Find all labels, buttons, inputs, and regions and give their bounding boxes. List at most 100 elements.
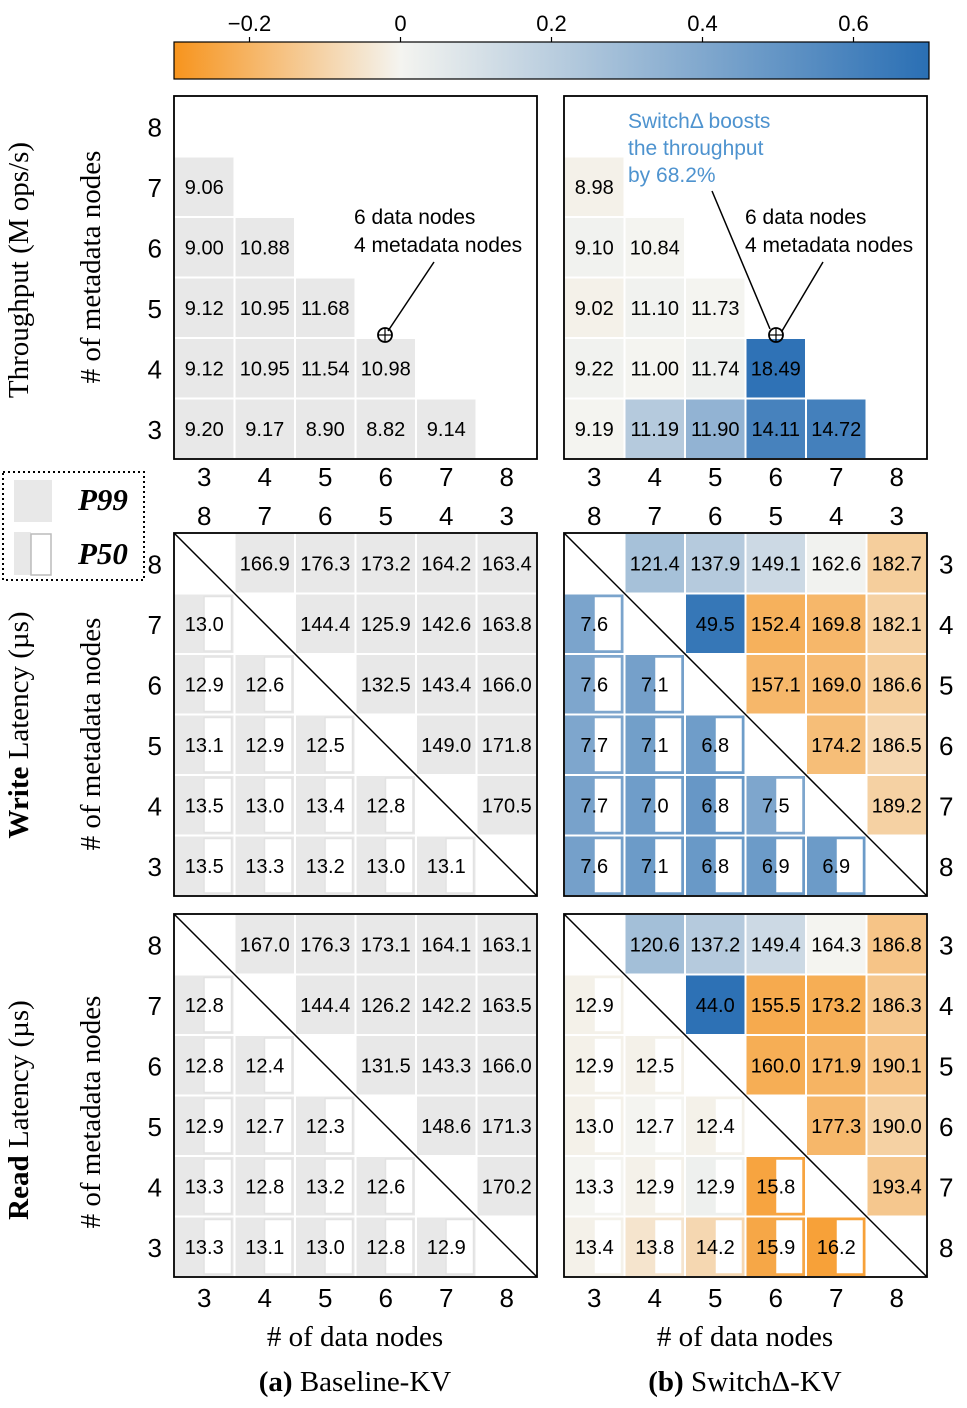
cell-value-label: 12.9 <box>575 995 614 1017</box>
p99-cell <box>867 776 926 835</box>
p99-cell <box>807 655 866 714</box>
colorbar-tick-label-3: 0.4 <box>687 11 718 36</box>
cell-value-label: 12.8 <box>366 1237 405 1259</box>
x-tick-label: 8 <box>890 462 904 492</box>
cell-value-label: 152.4 <box>751 614 801 636</box>
x-tick-label: 5 <box>318 462 332 492</box>
p99-cell <box>686 594 745 653</box>
p99-cell <box>686 534 745 593</box>
cell-value-label: 12.9 <box>185 674 224 696</box>
annotation-config-a: 6 data nodes 4 metadata nodes <box>354 206 522 343</box>
p99-cell <box>867 715 926 774</box>
p50-cell-box <box>203 777 233 834</box>
x-tick-label: 8 <box>500 1283 514 1313</box>
p50-cell-box <box>203 656 233 713</box>
y-tick-label: 5 <box>148 294 162 324</box>
y-tick-label: 7 <box>148 991 162 1021</box>
p99-cell <box>477 915 536 974</box>
y-tick-label: 6 <box>148 1051 162 1081</box>
annotation-boost-line2: the throughput <box>628 137 764 160</box>
heatmap-cell <box>746 399 805 458</box>
heatmap-cell <box>175 157 234 216</box>
write-row-title: Write Latency (µs) <box>3 611 35 838</box>
cell-value-label: 12.4 <box>245 1055 284 1077</box>
p99-cell <box>686 975 745 1034</box>
p50-cell-box <box>203 716 233 773</box>
p99-cell <box>477 1036 536 1095</box>
x-tick-label-secondary: 3 <box>500 501 514 531</box>
p99-cell <box>625 534 684 593</box>
cell-value-label: 7.6 <box>580 856 608 878</box>
y-tick-label: 8 <box>148 930 162 960</box>
p50-cell-box <box>774 1218 804 1275</box>
x-tick-label: 7 <box>439 462 453 492</box>
p99-cell <box>417 1096 476 1155</box>
cell-value-label: 142.2 <box>421 995 471 1017</box>
legend-p50-swatch-fill <box>14 532 31 575</box>
p50-cell-box <box>384 1218 414 1275</box>
cell-value-label: 176.3 <box>300 553 350 575</box>
y-axis-label-write: # of metadata nodes <box>75 618 107 851</box>
p50-cell-box <box>593 777 623 834</box>
p50-cell-box <box>714 716 744 773</box>
p50-cell-box <box>653 777 683 834</box>
read-row-title-bold: Read <box>3 1155 35 1219</box>
x-tick-label: 6 <box>769 1283 783 1313</box>
y-right-tick-label: 4 <box>939 991 953 1021</box>
cell-value-label: 7.7 <box>580 795 608 817</box>
legend-p99-swatch <box>14 480 52 522</box>
cell-value-label: 6.8 <box>701 856 729 878</box>
cell-value-label: 7.1 <box>641 674 669 696</box>
colorbar-tick-label-0: −0.2 <box>228 11 271 36</box>
p50-cell-box <box>203 1097 233 1154</box>
cell-value-label: 7.7 <box>580 735 608 757</box>
p50-cell-box <box>593 716 623 773</box>
y-tick-label: 4 <box>148 1172 162 1202</box>
heatmap-cell <box>625 218 684 277</box>
p50-cell-box <box>593 837 623 894</box>
cell-value-label: 10.95 <box>240 298 290 320</box>
cell-value-label: 160.0 <box>751 1055 801 1077</box>
x-tick-label: 3 <box>587 462 601 492</box>
y-right-tick-label: 7 <box>939 1172 953 1202</box>
p99-cell <box>356 534 415 593</box>
cell-value-label: 11.68 <box>301 298 350 320</box>
p50-cell-box <box>324 1097 354 1154</box>
p50-cell-box <box>653 837 683 894</box>
x-tick-label-secondary: 5 <box>379 501 393 531</box>
x-tick-label-secondary: 6 <box>318 501 332 531</box>
annotation-config-a-line2: 4 metadata nodes <box>354 234 522 257</box>
cell-value-label: 9.19 <box>575 419 614 441</box>
p99-cell <box>625 915 684 974</box>
cell-value-label: 149.0 <box>421 735 471 757</box>
heatmap-cell <box>565 339 624 398</box>
x-tick-label-secondary: 6 <box>708 501 722 531</box>
cell-value-label: 7.5 <box>762 795 790 817</box>
y-right-tick-label: 6 <box>939 731 953 761</box>
y-right-tick-label: 5 <box>939 670 953 700</box>
p50-cell-box <box>653 716 683 773</box>
p99-cell <box>477 655 536 714</box>
p50-cell-box <box>774 837 804 894</box>
caption-b-name: SwitchΔ-KV <box>684 1366 842 1398</box>
cell-value-label: 12.5 <box>306 735 345 757</box>
p50-cell-box <box>653 1037 683 1094</box>
cell-value-label: 13.4 <box>306 795 345 817</box>
p50-cell-box <box>203 1158 233 1215</box>
x-tick-label: 5 <box>318 1283 332 1313</box>
colorbar-tick-label-2: 0.2 <box>536 11 567 36</box>
p50-cell-box <box>835 1218 865 1275</box>
heatmap-cell <box>296 399 355 458</box>
cell-value-label: 12.7 <box>245 1116 284 1138</box>
cell-value-label: 190.0 <box>872 1116 922 1138</box>
y-tick-label: 6 <box>148 233 162 263</box>
p99-cell <box>807 1096 866 1155</box>
x-tick-label-secondary: 3 <box>890 501 904 531</box>
caption-a-letter: (a) <box>259 1366 293 1398</box>
y-axis-label-throughput: # of metadata nodes <box>75 151 107 384</box>
cell-value-label: 169.0 <box>811 674 861 696</box>
y-tick-label: 8 <box>148 112 162 142</box>
heatmap-cell <box>356 399 415 458</box>
cell-value-label: 11.10 <box>630 298 679 320</box>
p99-cell <box>867 594 926 653</box>
